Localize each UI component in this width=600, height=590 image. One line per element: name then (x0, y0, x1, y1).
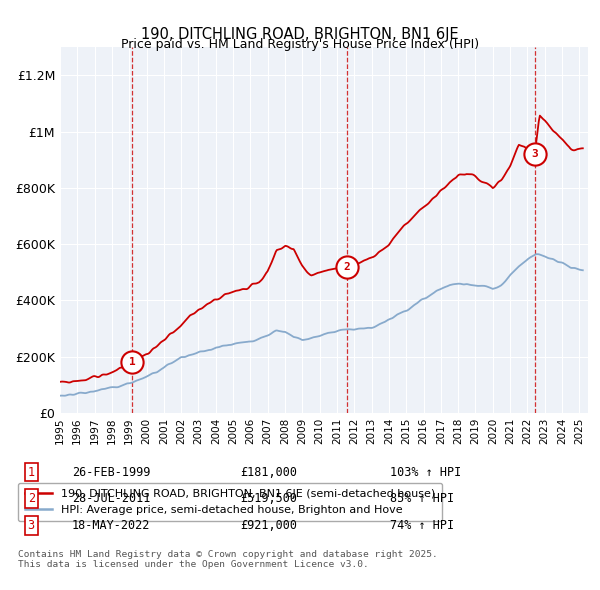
Text: 3: 3 (28, 519, 35, 532)
Text: 1: 1 (28, 466, 35, 478)
Text: 74% ↑ HPI: 74% ↑ HPI (390, 519, 454, 532)
Text: 28-JUL-2011: 28-JUL-2011 (72, 492, 151, 505)
Text: 103% ↑ HPI: 103% ↑ HPI (390, 466, 461, 478)
Text: 1: 1 (129, 357, 136, 367)
Text: 2: 2 (28, 492, 35, 505)
Text: 85% ↑ HPI: 85% ↑ HPI (390, 492, 454, 505)
Text: £181,000: £181,000 (240, 466, 297, 478)
Legend: 190, DITCHLING ROAD, BRIGHTON, BN1 6JE (semi-detached house), HPI: Average price: 190, DITCHLING ROAD, BRIGHTON, BN1 6JE (… (18, 483, 442, 522)
Text: 18-MAY-2022: 18-MAY-2022 (72, 519, 151, 532)
Text: 190, DITCHLING ROAD, BRIGHTON, BN1 6JE: 190, DITCHLING ROAD, BRIGHTON, BN1 6JE (141, 27, 459, 41)
Text: £519,500: £519,500 (240, 492, 297, 505)
Text: 26-FEB-1999: 26-FEB-1999 (72, 466, 151, 478)
Text: 3: 3 (532, 149, 538, 159)
Text: Price paid vs. HM Land Registry's House Price Index (HPI): Price paid vs. HM Land Registry's House … (121, 38, 479, 51)
Text: 2: 2 (344, 262, 350, 272)
Text: £921,000: £921,000 (240, 519, 297, 532)
Text: Contains HM Land Registry data © Crown copyright and database right 2025.
This d: Contains HM Land Registry data © Crown c… (18, 550, 438, 569)
